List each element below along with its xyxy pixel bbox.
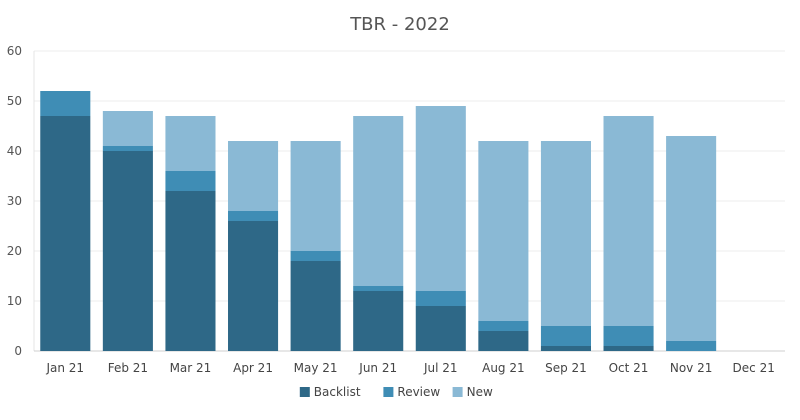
bar-segment-new — [290, 141, 341, 251]
x-tick-label: Nov 21 — [670, 361, 713, 375]
legend-swatch — [452, 387, 463, 397]
bar-segment-review — [540, 326, 591, 346]
y-tick-label: 50 — [7, 94, 22, 108]
bar-segment-backlist — [40, 116, 91, 351]
legend-label: Review — [397, 385, 440, 399]
bar-segment-backlist — [165, 191, 216, 351]
x-axis-ticks: Jan 21 Feb 21 Mar 21 Apr 21 May 21 Jun 21 Jul … — [45, 361, 774, 375]
bar-segment-review — [228, 211, 279, 221]
bar-segment-backlist — [603, 346, 654, 351]
bar-segment-review — [40, 91, 91, 116]
y-tick-label: 10 — [7, 294, 22, 308]
y-tick-label: 0 — [14, 344, 22, 358]
bar-segment-review — [603, 326, 654, 346]
x-tick-label: Feb 21 — [108, 361, 148, 375]
bar-segment-new — [102, 111, 153, 146]
bar-segment-backlist — [353, 291, 404, 351]
x-tick-label: Jul 21 — [423, 361, 458, 375]
y-axis-ticks: 0 10 20 30 40 50 60 — [7, 44, 22, 358]
bar-segment-new — [540, 141, 591, 326]
x-tick-label: Dec 21 — [733, 361, 775, 375]
legend: Backlist Review New — [299, 385, 493, 399]
bar-segment-new — [666, 136, 717, 341]
bar-segment-backlist — [228, 221, 279, 351]
legend-label: New — [467, 385, 493, 399]
y-tick-label: 30 — [7, 194, 22, 208]
legend-swatch — [383, 387, 394, 397]
gridlines — [33, 50, 785, 352]
x-tick-label: Sep 21 — [545, 361, 587, 375]
x-tick-label: Apr 21 — [233, 361, 273, 375]
bar-segment-new — [228, 141, 279, 211]
bar-segment-review — [102, 146, 153, 151]
chart-title: TBR - 2022 — [349, 14, 450, 35]
bar-segment-review — [478, 321, 529, 331]
bar-segment-review — [353, 286, 404, 291]
legend-swatch — [299, 387, 310, 397]
y-tick-label: 60 — [7, 44, 22, 58]
x-tick-label: Mar 21 — [170, 361, 212, 375]
x-tick-label: May 21 — [294, 361, 338, 375]
bar-segment-review — [415, 291, 466, 306]
bar-segment-new — [478, 141, 529, 321]
y-tick-label: 20 — [7, 244, 22, 258]
x-tick-label: Oct 21 — [609, 361, 649, 375]
bar-segment-new — [415, 106, 466, 291]
legend-label: Backlist — [314, 385, 361, 399]
bar-segment-review — [666, 341, 717, 351]
bar-segment-backlist — [540, 346, 591, 351]
bar-segment-backlist — [102, 151, 153, 351]
bar-segment-new — [353, 116, 404, 286]
bars — [40, 91, 717, 351]
bar-segment-review — [165, 171, 216, 191]
x-tick-label: Jan 21 — [45, 361, 84, 375]
bar-segment-new — [165, 116, 216, 171]
x-tick-label: Jun 21 — [358, 361, 397, 375]
bar-segment-backlist — [478, 331, 529, 351]
x-tick-label: Aug 21 — [482, 361, 525, 375]
bar-segment-backlist — [415, 306, 466, 351]
bar-segment-new — [603, 116, 654, 326]
bar-segment-backlist — [290, 261, 341, 351]
bar-segment-review — [290, 251, 341, 261]
y-tick-label: 40 — [7, 144, 22, 158]
